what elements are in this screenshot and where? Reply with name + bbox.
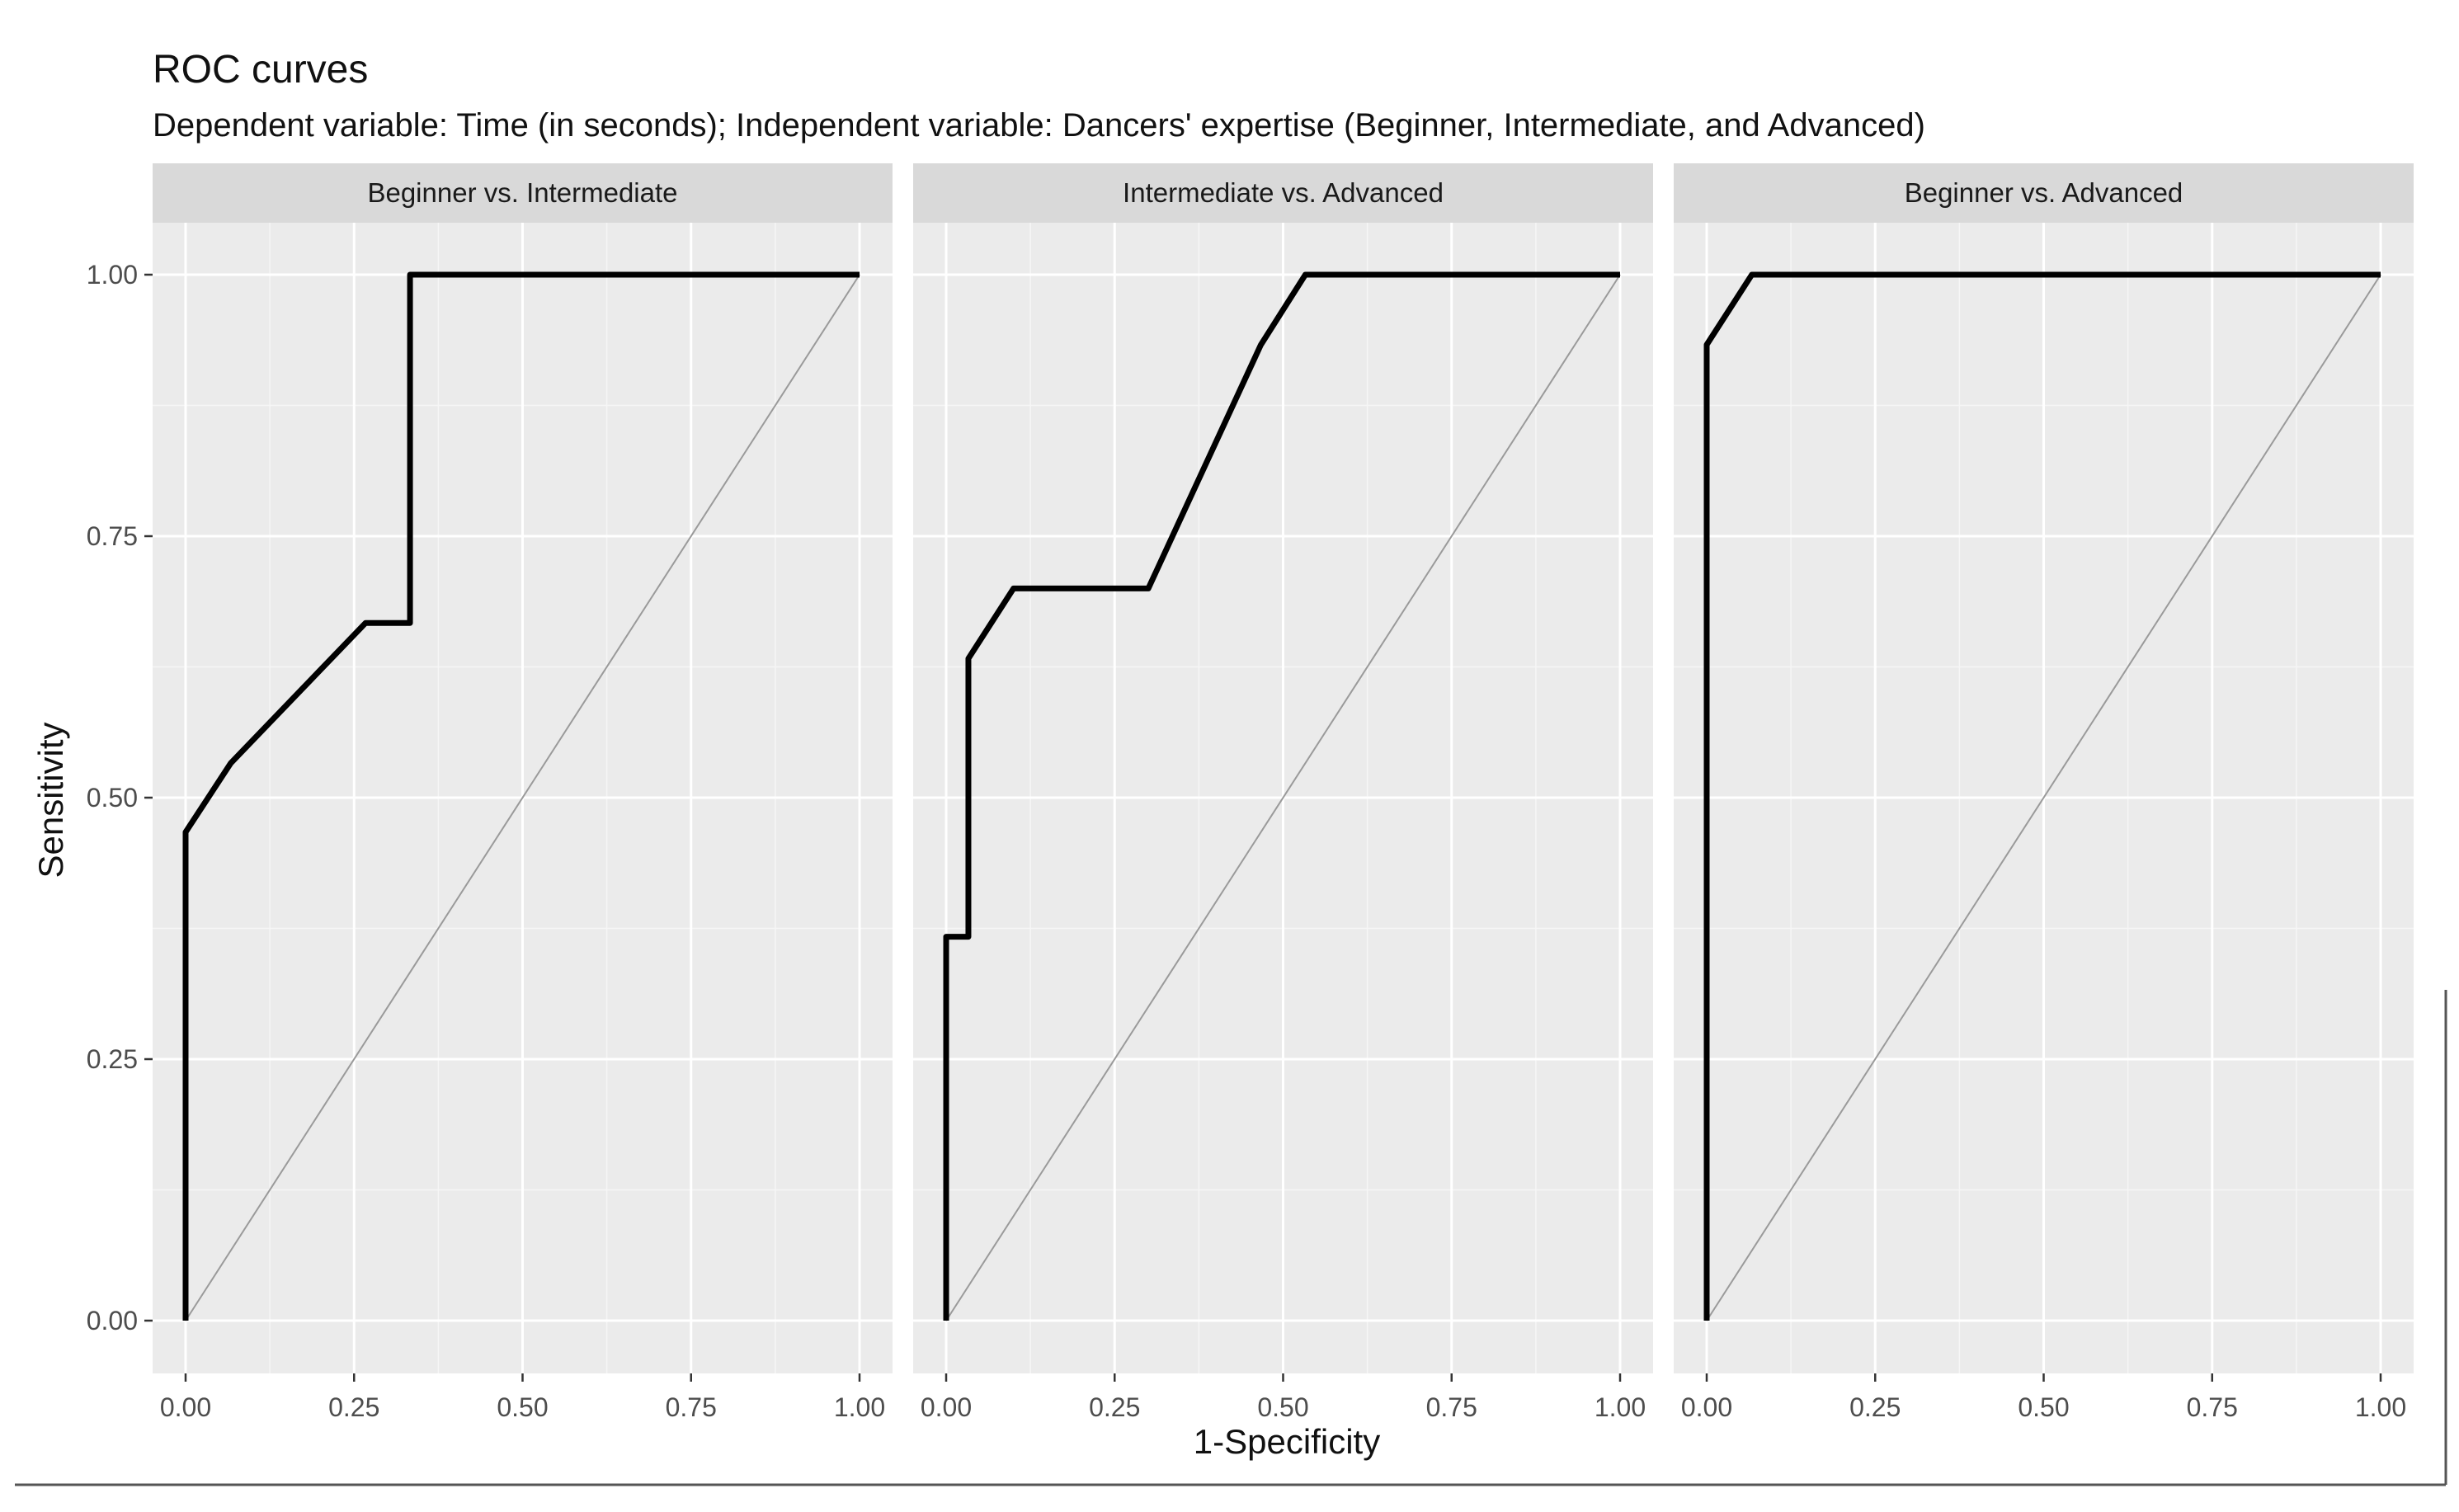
roc-curve-line — [1703, 271, 2381, 1321]
roc-curve-line — [182, 271, 860, 1321]
facet-strip-label: Intermediate vs. Advanced — [1123, 177, 1444, 208]
reference-diagonal-line — [185, 274, 860, 1321]
chart-subtitle: Dependent variable: Time (in seconds); I… — [153, 107, 1925, 144]
facet-strip-label: Beginner vs. Advanced — [1905, 177, 2183, 208]
x-tick-label: 0.50 — [1257, 1392, 1308, 1422]
chart-title: ROC curves — [153, 48, 368, 92]
x-tick-label: 1.00 — [834, 1392, 885, 1422]
x-tick-label: 1.00 — [2355, 1392, 2406, 1422]
y-axis-title: Sensitivity — [31, 722, 70, 878]
facet-panel: Beginner vs. Advanced 0.00 0.25 0.50 0.75 1.0… — [1674, 163, 2414, 1422]
x-axis-title: 1-Specificity — [1194, 1422, 1380, 1461]
reference-diagonal-line — [1706, 274, 2381, 1321]
facet-strip-label: Beginner vs. Intermediate — [367, 177, 677, 208]
x-tick-label: 0.75 — [1426, 1392, 1477, 1422]
facet-panel: Beginner vs. Intermediate 0.00 0.25 0.50 0.7… — [87, 163, 893, 1422]
x-tick-label: 0.75 — [666, 1392, 717, 1422]
reference-diagonal-line — [945, 274, 1621, 1321]
x-tick-label: 0.25 — [328, 1392, 379, 1422]
facet-strip — [153, 163, 893, 223]
facet-panels: Beginner vs. Intermediate 0.00 0.25 0.50 0.7… — [87, 163, 2414, 1422]
facet-panel: Intermediate vs. Advanced 0.00 0.25 0.50 0.7… — [913, 163, 1653, 1422]
x-tick-label: 0.25 — [1849, 1392, 1901, 1422]
x-tick-label: 0.00 — [160, 1392, 211, 1422]
facet-strip — [913, 163, 1653, 223]
y-tick-label: 0.50 — [87, 783, 138, 813]
roc-curve-line — [943, 271, 1620, 1321]
x-tick-label: 0.50 — [497, 1392, 548, 1422]
x-tick-label: 0.25 — [1089, 1392, 1140, 1422]
x-tick-label: 0.75 — [2187, 1392, 2238, 1422]
y-tick-label: 0.75 — [87, 521, 138, 551]
y-tick-label: 0.00 — [87, 1306, 138, 1335]
x-tick-label: 1.00 — [1595, 1392, 1646, 1422]
y-tick-label: 1.00 — [87, 260, 138, 290]
facet-strip — [1674, 163, 2414, 223]
x-tick-label: 0.50 — [2018, 1392, 2069, 1422]
x-tick-label: 0.00 — [1681, 1392, 1732, 1422]
x-tick-label: 0.00 — [921, 1392, 972, 1422]
y-tick-label: 0.25 — [87, 1044, 138, 1074]
